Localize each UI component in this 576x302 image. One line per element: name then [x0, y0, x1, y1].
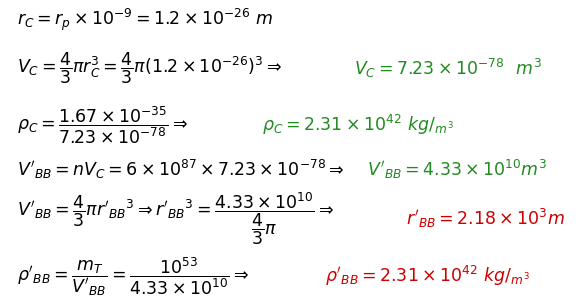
Text: $r_C = r_p \times 10^{-9} = 1.2 \times 10^{-26}$ $m$: $r_C = r_p \times 10^{-9} = 1.2 \times 1…	[17, 6, 274, 33]
Text: $r'_{BB} = 2.18 \times 10^{3}m$: $r'_{BB} = 2.18 \times 10^{3}m$	[406, 207, 565, 230]
Text: $\rho_C = 2.31 \times 10^{42}$ $kg/_{m^3}$: $\rho_C = 2.31 \times 10^{42}$ $kg/_{m^3…	[262, 113, 454, 137]
Text: $V_C = 7.23 \times 10^{-78}$  $m^3$: $V_C = 7.23 \times 10^{-78}$ $m^3$	[354, 56, 543, 79]
Text: $V'_{BB} = nV_C = 6 \times 10^{87} \times 7.23 \times 10^{-78} \Rightarrow$: $V'_{BB} = nV_C = 6 \times 10^{87} \time…	[17, 158, 344, 181]
Text: $\rho_C = \dfrac{1.67 \times 10^{-35}}{7.23 \times 10^{-78}} \Rightarrow$: $\rho_C = \dfrac{1.67 \times 10^{-35}}{7…	[17, 104, 188, 146]
Text: $V'_{BB} = 4.33 \times 10^{10}m^3$: $V'_{BB} = 4.33 \times 10^{10}m^3$	[367, 158, 548, 181]
Text: $\rho'_{BB} = \dfrac{m_T}{V'_{BB}} = \dfrac{10^{53}}{4.33 \times 10^{10}} \Right: $\rho'_{BB} = \dfrac{m_T}{V'_{BB}} = \df…	[17, 255, 249, 297]
Text: $\rho'_{BB} = 2.31 \times 10^{42}$ $kg/_{m^3}$: $\rho'_{BB} = 2.31 \times 10^{42}$ $kg/_…	[325, 264, 530, 288]
Text: $V_C = \dfrac{4}{3}\pi r_C^3 = \dfrac{4}{3}\pi(1.2 \times 10^{-26})^3 \Rightarro: $V_C = \dfrac{4}{3}\pi r_C^3 = \dfrac{4}…	[17, 50, 282, 86]
Text: $V'_{BB} = \dfrac{4}{3}\pi r'_{BB}{}^{3} \Rightarrow r'_{BB}{}^{3} = \dfrac{4.33: $V'_{BB} = \dfrac{4}{3}\pi r'_{BB}{}^{3}…	[17, 191, 334, 247]
